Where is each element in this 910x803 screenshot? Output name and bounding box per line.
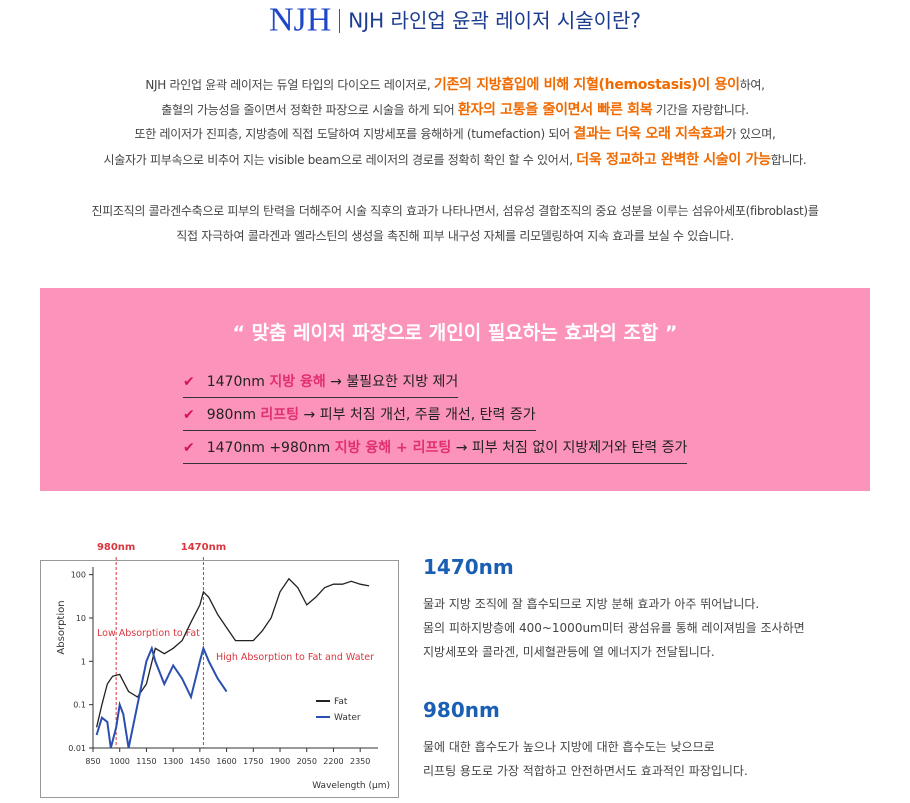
detail-line: 물에 대한 흡수도가 높으나 지방에 대한 흡수도는 낮으므로 xyxy=(423,740,715,754)
y-tick-label: 0.01 xyxy=(68,744,86,753)
text: 또한 레이저가 진피층, 지방층에 직접 도달하여 지방세포를 융해하게 (tu… xyxy=(134,127,574,141)
text: 1470nm xyxy=(206,374,270,390)
legend-label: Water xyxy=(334,713,361,723)
text: 1470nm +980nm xyxy=(206,440,335,456)
y-tick-label: 100 xyxy=(71,571,86,580)
paragraph-line: NJH 라인업 윤곽 레이저는 듀얼 타입의 다이오드 레이저로, 기존의 지방… xyxy=(0,74,910,94)
check-icon: ✔ xyxy=(183,407,195,423)
highlight-text: 기존의 지방흡입에 비해 지혈(hemostasis)이 용이 xyxy=(433,77,740,93)
text: 합니다. xyxy=(770,153,807,167)
separator xyxy=(339,8,341,33)
highlight-box xyxy=(40,288,870,491)
page-title: NJH 라인업 윤곽 레이저 시술이란? xyxy=(348,8,642,33)
x-axis-label: Wavelength (μm) xyxy=(312,781,390,791)
annotation: High Absorption to Fat and Water xyxy=(216,652,374,663)
series-line xyxy=(95,645,228,749)
text: → 피부 처짐 없이 지방제거와 탄력 증가 xyxy=(451,440,688,456)
x-tick-label: 2350 xyxy=(350,757,370,766)
x-tick-label: 1150 xyxy=(136,757,156,766)
logo: NJH xyxy=(268,1,332,39)
series-line xyxy=(95,577,370,728)
paragraph-line: 또한 레이저가 진피층, 지방층에 직접 도달하여 지방세포를 융해하게 (tu… xyxy=(0,123,910,143)
text: 진피조직의 콜라겐수축으로 피부의 탄력을 더해주어 시술 직후의 효과가 나타… xyxy=(91,204,819,218)
chart-frame xyxy=(40,560,399,798)
detail-heading: 980nm xyxy=(423,698,500,722)
x-tick-label: 1900 xyxy=(270,757,290,766)
check-icon: ✔ xyxy=(183,440,195,456)
highlight-text: 더욱 정교하고 완벽한 시술이 가능 xyxy=(576,152,771,168)
text: 가 있으며, xyxy=(725,127,776,141)
detail-line: 지방세포와 콜라겐, 미세혈관등에 열 에너지가 전달됩니다. xyxy=(423,645,715,659)
text: 기간을 자랑합니다. xyxy=(652,103,749,117)
text: 하여, xyxy=(739,78,765,92)
detail-heading: 1470nm xyxy=(423,555,514,579)
x-tick-label: 1300 xyxy=(163,757,183,766)
header: NJH NJH 라인업 윤곽 레이저 시술이란? xyxy=(0,0,910,40)
x-tick-label: 2050 xyxy=(297,757,317,766)
legend-label: Fat xyxy=(334,697,348,707)
x-tick-label: 1000 xyxy=(110,757,130,766)
text: 직접 자극하여 콜라겐과 엘라스틴의 생성을 촉진해 피부 내구성 자체를 리모… xyxy=(176,229,734,243)
highlight-text: 지방 융해 + 리프팅 xyxy=(334,440,452,456)
x-tick-label: 2200 xyxy=(323,757,343,766)
x-tick-label: 1750 xyxy=(243,757,263,766)
text: NJH 라인업 윤곽 레이저는 듀얼 타입의 다이오드 레이저로, xyxy=(145,78,434,92)
detail-line: 몸의 피하지방층에 400~1000um미터 광섬유를 통해 레이져빔을 조사하… xyxy=(423,621,805,635)
chart: 850 1000 1150 1300 1450 1600 1750 1900 2050 2200 2… xyxy=(40,542,399,798)
x-tick-label: 1600 xyxy=(216,757,236,766)
highlight-text: 결과는 더욱 오래 지속효과 xyxy=(573,126,726,142)
y-tick-label: 0.1 xyxy=(73,701,86,710)
text: 출혈의 가능성을 줄이면서 정확한 파장으로 시술을 하게 되어 xyxy=(161,103,458,117)
y-tick-label: 10 xyxy=(76,614,86,623)
text: 980nm xyxy=(206,407,261,423)
x-tick-label: 850 xyxy=(85,757,100,766)
highlight-text: 환자의 고통을 줄이면서 빠른 회복 xyxy=(457,102,653,118)
quote: “ 맞춤 레이저 파장으로 개인이 필요하는 효과의 조합 ” xyxy=(232,322,678,344)
highlight-text: 지방 융해 xyxy=(269,374,326,390)
text: → 피부 처짐 개선, 주름 개선, 탄력 증가 xyxy=(299,407,536,423)
paragraph-line: 출혈의 가능성을 줄이면서 정확한 파장으로 시술을 하게 되어 환자의 고통을… xyxy=(0,99,910,119)
text: → 불필요한 지방 제거 xyxy=(325,374,459,390)
y-axis-label: Absorption xyxy=(56,600,67,654)
paragraph-line: 시술자가 피부속으로 비추어 지는 visible beam으로 레이저의 경로… xyxy=(0,149,910,169)
check-item: ✔ 1470nm +980nm 지방 융해 + 리프팅 → 피부 처짐 없이 지방… xyxy=(183,433,688,464)
highlight-text: 리프팅 xyxy=(260,407,300,423)
marker-label: 980nm xyxy=(97,542,135,553)
check-icon: ✔ xyxy=(183,374,195,390)
paragraph-line: 진피조직의 콜라겐수축으로 피부의 탄력을 더해주어 시술 직후의 효과가 나타… xyxy=(0,202,910,219)
detail-line: 리프팅 용도로 가장 적합하고 안전하면서도 효과적인 파장입니다. xyxy=(423,764,748,778)
marker-label: 1470nm xyxy=(181,542,226,553)
check-item: ✔ 980nm 리프팅 → 피부 처짐 개선, 주름 개선, 탄력 증가 xyxy=(183,400,536,431)
y-tick-label: 1 xyxy=(81,657,86,666)
check-item: ✔ 1470nm 지방 융해 → 불필요한 지방 제거 xyxy=(183,367,459,398)
paragraph-line: 직접 자극하여 콜라겐과 엘라스틴의 생성을 촉진해 피부 내구성 자체를 리모… xyxy=(0,227,910,244)
x-tick-label: 1450 xyxy=(190,757,210,766)
detail-line: 물과 지방 조직에 잘 흡수되므로 지방 분해 효과가 아주 뛰어납니다. xyxy=(423,597,760,611)
text: 시술자가 피부속으로 비추어 지는 visible beam으로 레이저의 경로… xyxy=(103,153,577,167)
annotation: Low Absorption to Fat xyxy=(97,628,200,639)
